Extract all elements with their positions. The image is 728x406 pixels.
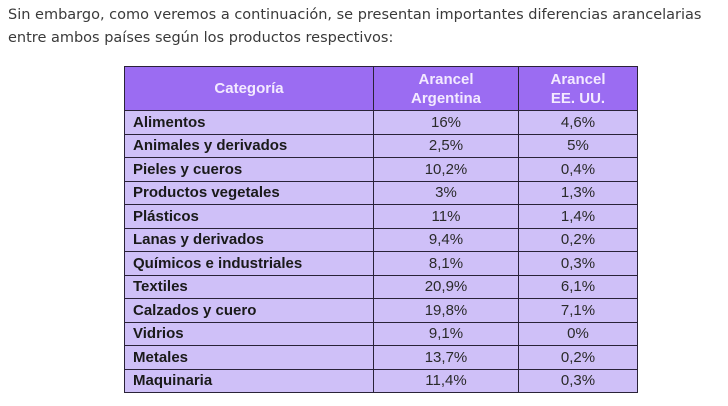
category-cell: Calzados y cuero xyxy=(124,298,374,323)
category-cell: Lanas y derivados xyxy=(124,227,374,252)
intro-paragraph: Sin embargo, como veremos a continuación… xyxy=(8,7,702,46)
tariff-table: Categoría Arancel Argentina Arancel EE. … xyxy=(124,66,638,393)
arancel-argentina-cell: 20,9% xyxy=(373,274,519,299)
arancel-eeuu-cell: 0,2% xyxy=(518,345,638,370)
category-cell: Plásticos xyxy=(124,204,374,229)
table-header-row: Categoría Arancel Argentina Arancel EE. … xyxy=(124,66,638,111)
arancel-eeuu-cell: 0,3% xyxy=(518,251,638,276)
arancel-eeuu-cell: 0,3% xyxy=(518,368,638,393)
arancel-argentina-cell: 8,1% xyxy=(373,251,519,276)
arancel-eeuu-cell: 5% xyxy=(518,133,638,158)
arancel-argentina-cell: 13,7% xyxy=(373,345,519,370)
table-row: Animales y derivados 2,5% 5% xyxy=(124,133,638,158)
category-cell: Pieles y cueros xyxy=(124,157,374,182)
table-row: Maquinaria 11,4% 0,3% xyxy=(124,368,638,393)
table-row: Textiles 20,9% 6,1% xyxy=(124,274,638,299)
header-arancel-argentina: Arancel Argentina xyxy=(373,66,519,111)
header-category: Categoría xyxy=(124,66,374,111)
arancel-eeuu-cell: 1,4% xyxy=(518,204,638,229)
table-row: Pieles y cueros 10,2% 0,4% xyxy=(124,157,638,182)
arancel-eeuu-cell: 1,3% xyxy=(518,180,638,205)
arancel-argentina-cell: 3% xyxy=(373,180,519,205)
category-cell: Animales y derivados xyxy=(124,133,374,158)
header-arancel-eeuu: Arancel EE. UU. xyxy=(518,66,638,111)
table-row: Lanas y derivados 9,4% 0,2% xyxy=(124,227,638,252)
category-cell: Productos vegetales xyxy=(124,180,374,205)
table-row: Plásticos 11% 1,4% xyxy=(124,204,638,229)
arancel-eeuu-cell: 4,6% xyxy=(518,110,638,135)
arancel-eeuu-cell: 6,1% xyxy=(518,274,638,299)
category-cell: Metales xyxy=(124,345,374,370)
category-cell: Alimentos xyxy=(124,110,374,135)
arancel-argentina-cell: 2,5% xyxy=(373,133,519,158)
arancel-argentina-cell: 19,8% xyxy=(373,298,519,323)
arancel-argentina-cell: 11% xyxy=(373,204,519,229)
arancel-argentina-cell: 16% xyxy=(373,110,519,135)
category-cell: Maquinaria xyxy=(124,368,374,393)
table-row: Metales 13,7% 0,2% xyxy=(124,345,638,370)
category-cell: Químicos e industriales xyxy=(124,251,374,276)
arancel-argentina-cell: 9,4% xyxy=(373,227,519,252)
category-cell: Textiles xyxy=(124,274,374,299)
table-row: Químicos e industriales 8,1% 0,3% xyxy=(124,251,638,276)
arancel-eeuu-cell: 0,4% xyxy=(518,157,638,182)
arancel-eeuu-cell: 7,1% xyxy=(518,298,638,323)
category-cell: Vidrios xyxy=(124,321,374,346)
arancel-eeuu-cell: 0,2% xyxy=(518,227,638,252)
table-row: Alimentos 16% 4,6% xyxy=(124,110,638,135)
table-row: Vidrios 9,1% 0% xyxy=(124,321,638,346)
arancel-eeuu-cell: 0% xyxy=(518,321,638,346)
table-row: Productos vegetales 3% 1,3% xyxy=(124,180,638,205)
arancel-argentina-cell: 9,1% xyxy=(373,321,519,346)
table-row: Calzados y cuero 19,8% 7,1% xyxy=(124,298,638,323)
arancel-argentina-cell: 10,2% xyxy=(373,157,519,182)
arancel-argentina-cell: 11,4% xyxy=(373,368,519,393)
